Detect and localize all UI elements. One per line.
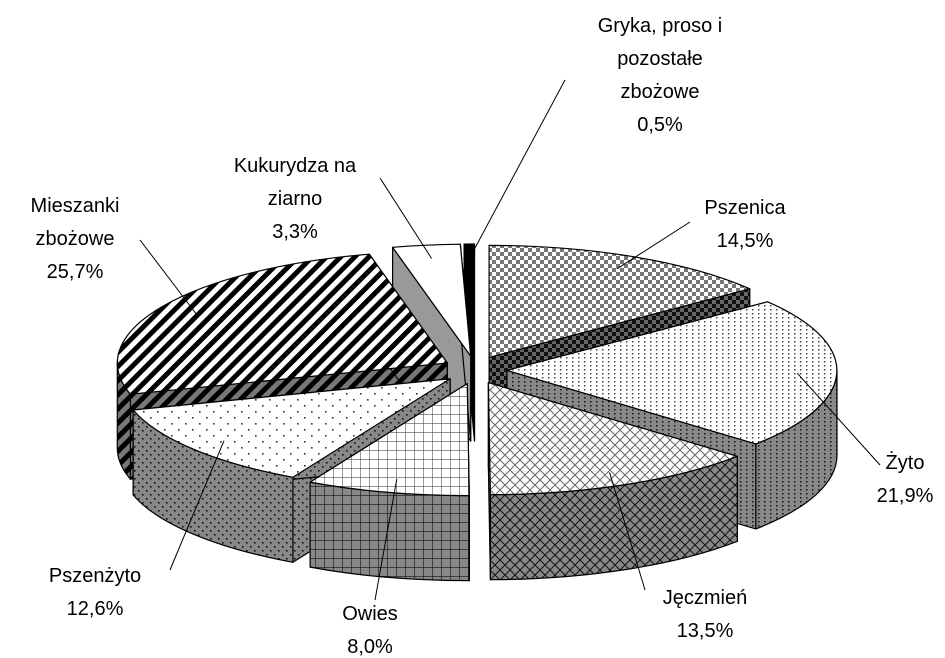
slice	[132, 378, 451, 478]
value-label: 25,7%	[46, 261, 104, 283]
category-label: Żyto	[885, 452, 925, 474]
value-label: 14,5%	[716, 230, 774, 252]
slice-label: Mieszanki zbożowe 25,7%	[15, 190, 135, 289]
value-label: 8,0%	[347, 636, 393, 658]
slice	[392, 243, 472, 357]
leader-line	[374, 479, 398, 601]
slice	[487, 382, 738, 496]
slice-wall	[309, 481, 470, 582]
slice-label: Pszenżyto 12,6%	[30, 560, 160, 626]
leader-line	[616, 221, 691, 270]
category-label: Pszenżyto	[48, 565, 142, 587]
category-label: Jęczmień	[662, 587, 748, 609]
leader-line	[379, 177, 433, 259]
slice-label: Pszenica 14,5%	[675, 192, 815, 258]
value-label: 3,3%	[272, 221, 318, 243]
leader-line	[796, 372, 881, 466]
leader-line	[469, 79, 566, 258]
slice-label: Owies 8,0%	[330, 598, 410, 658]
slice	[463, 243, 476, 357]
slice-group	[309, 383, 470, 582]
slice	[506, 301, 838, 445]
slice-label: Jęczmień 13,5%	[645, 582, 765, 648]
leader-line	[169, 440, 225, 571]
value-label: 0,5%	[637, 114, 683, 136]
slice	[309, 383, 470, 497]
leader-lines	[139, 79, 881, 601]
value-label: 12,6%	[66, 598, 124, 620]
slice-group	[487, 382, 738, 581]
slice	[488, 244, 751, 358]
category-label: Kukurydza na ziarno	[233, 155, 357, 210]
slice	[116, 253, 448, 395]
category-label: Owies	[342, 603, 398, 625]
category-label: Gryka, proso i pozostałe zbożowe	[597, 15, 723, 103]
value-label: 21,9%	[876, 485, 934, 507]
category-label: Pszenica	[704, 197, 786, 219]
slice-label: Kukurydza na ziarno 3,3%	[225, 150, 365, 249]
slice-label: Żyto 21,9%	[865, 447, 945, 513]
category-label: Mieszanki zbożowe	[30, 195, 120, 250]
leader-line	[609, 472, 646, 591]
value-label: 13,5%	[676, 620, 734, 642]
leader-line	[139, 239, 197, 314]
slice-label: Gryka, proso i pozostałe zbożowe 0,5%	[593, 10, 728, 142]
